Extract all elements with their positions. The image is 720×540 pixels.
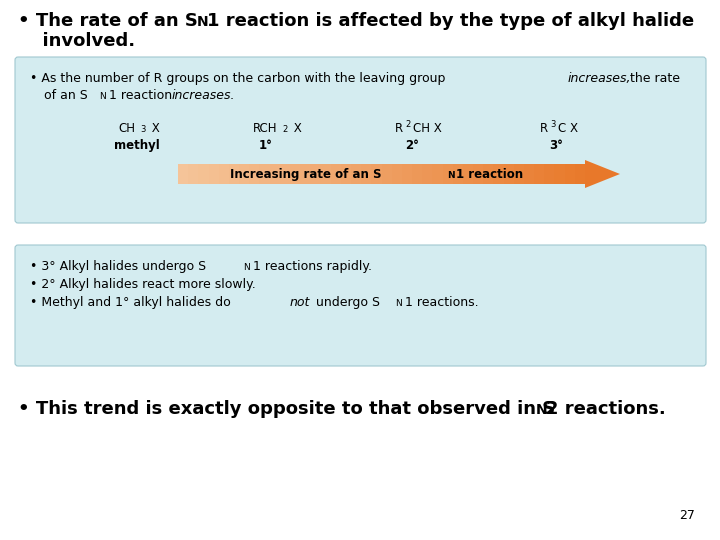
Bar [372, 164, 382, 184]
Bar [219, 164, 230, 184]
FancyBboxPatch shape [15, 57, 706, 223]
Bar [564, 164, 576, 184]
Text: 1°: 1° [259, 139, 273, 152]
Bar [320, 164, 332, 184]
Bar [259, 164, 271, 184]
Text: 1 reaction is affected by the type of alkyl halide: 1 reaction is affected by the type of al… [207, 12, 694, 30]
Text: 27: 27 [679, 509, 695, 522]
Bar [524, 164, 535, 184]
Text: • This trend is exactly opposite to that observed in S: • This trend is exactly opposite to that… [18, 400, 555, 418]
Text: RCH: RCH [253, 122, 277, 135]
Bar [443, 164, 454, 184]
Bar [198, 164, 210, 184]
Text: CH X: CH X [413, 122, 442, 135]
Text: increases,: increases, [568, 72, 631, 85]
Text: • 3° Alkyl halides undergo S: • 3° Alkyl halides undergo S [30, 260, 206, 273]
Bar [575, 164, 586, 184]
Text: 3: 3 [140, 125, 145, 134]
Text: 3: 3 [550, 120, 555, 129]
Text: CH: CH [118, 122, 135, 135]
Bar [300, 164, 311, 184]
Bar [290, 164, 301, 184]
Bar [483, 164, 495, 184]
Bar [249, 164, 261, 184]
Text: 1 reaction: 1 reaction [109, 89, 176, 102]
Bar [269, 164, 281, 184]
Text: methyl: methyl [114, 139, 160, 152]
Text: N: N [536, 403, 548, 417]
Text: • The rate of an S: • The rate of an S [18, 12, 198, 30]
Bar [463, 164, 474, 184]
Text: • 2° Alkyl halides react more slowly.: • 2° Alkyl halides react more slowly. [30, 278, 256, 291]
Bar [453, 164, 464, 184]
Text: C X: C X [558, 122, 578, 135]
Bar [392, 164, 403, 184]
Text: undergo S: undergo S [312, 296, 380, 309]
Text: • Methyl and 1° alkyl halides do: • Methyl and 1° alkyl halides do [30, 296, 235, 309]
Text: the rate: the rate [626, 72, 680, 85]
Text: X: X [148, 122, 160, 135]
Bar [351, 164, 362, 184]
Bar [514, 164, 525, 184]
Bar [544, 164, 555, 184]
Bar [503, 164, 515, 184]
Text: N: N [99, 92, 106, 101]
Bar [473, 164, 485, 184]
Bar [229, 164, 240, 184]
Text: R: R [540, 122, 548, 135]
Text: 1 reactions rapidly.: 1 reactions rapidly. [253, 260, 372, 273]
Bar [433, 164, 444, 184]
Bar [361, 164, 372, 184]
FancyBboxPatch shape [15, 245, 706, 366]
Bar [209, 164, 220, 184]
Bar [330, 164, 342, 184]
Text: • As the number of R groups on the carbon with the leaving group: • As the number of R groups on the carbo… [30, 72, 449, 85]
Text: increases.: increases. [172, 89, 235, 102]
Bar [310, 164, 321, 184]
Bar [554, 164, 566, 184]
Bar [188, 164, 199, 184]
Bar [412, 164, 423, 184]
Bar [178, 164, 189, 184]
Bar [493, 164, 505, 184]
Polygon shape [585, 160, 620, 188]
Text: 1 reactions.: 1 reactions. [405, 296, 479, 309]
Text: 2 reactions.: 2 reactions. [546, 400, 666, 418]
Text: 1 reaction: 1 reaction [456, 168, 523, 181]
Text: of an S: of an S [44, 89, 88, 102]
Bar [341, 164, 352, 184]
Text: 2: 2 [405, 120, 410, 129]
Bar [534, 164, 545, 184]
Text: 2: 2 [282, 125, 287, 134]
Bar [402, 164, 413, 184]
Text: X: X [290, 122, 302, 135]
Text: involved.: involved. [30, 32, 135, 50]
Text: not: not [290, 296, 310, 309]
Bar [382, 164, 392, 184]
Bar [280, 164, 291, 184]
Bar [422, 164, 433, 184]
Text: Increasing rate of an S: Increasing rate of an S [230, 168, 382, 181]
Text: R: R [395, 122, 403, 135]
Text: 3°: 3° [549, 139, 563, 152]
Text: N: N [447, 171, 454, 180]
Text: N: N [243, 263, 250, 272]
Text: N: N [197, 15, 209, 29]
Text: N: N [395, 299, 402, 308]
Bar [239, 164, 251, 184]
Text: 2°: 2° [405, 139, 419, 152]
